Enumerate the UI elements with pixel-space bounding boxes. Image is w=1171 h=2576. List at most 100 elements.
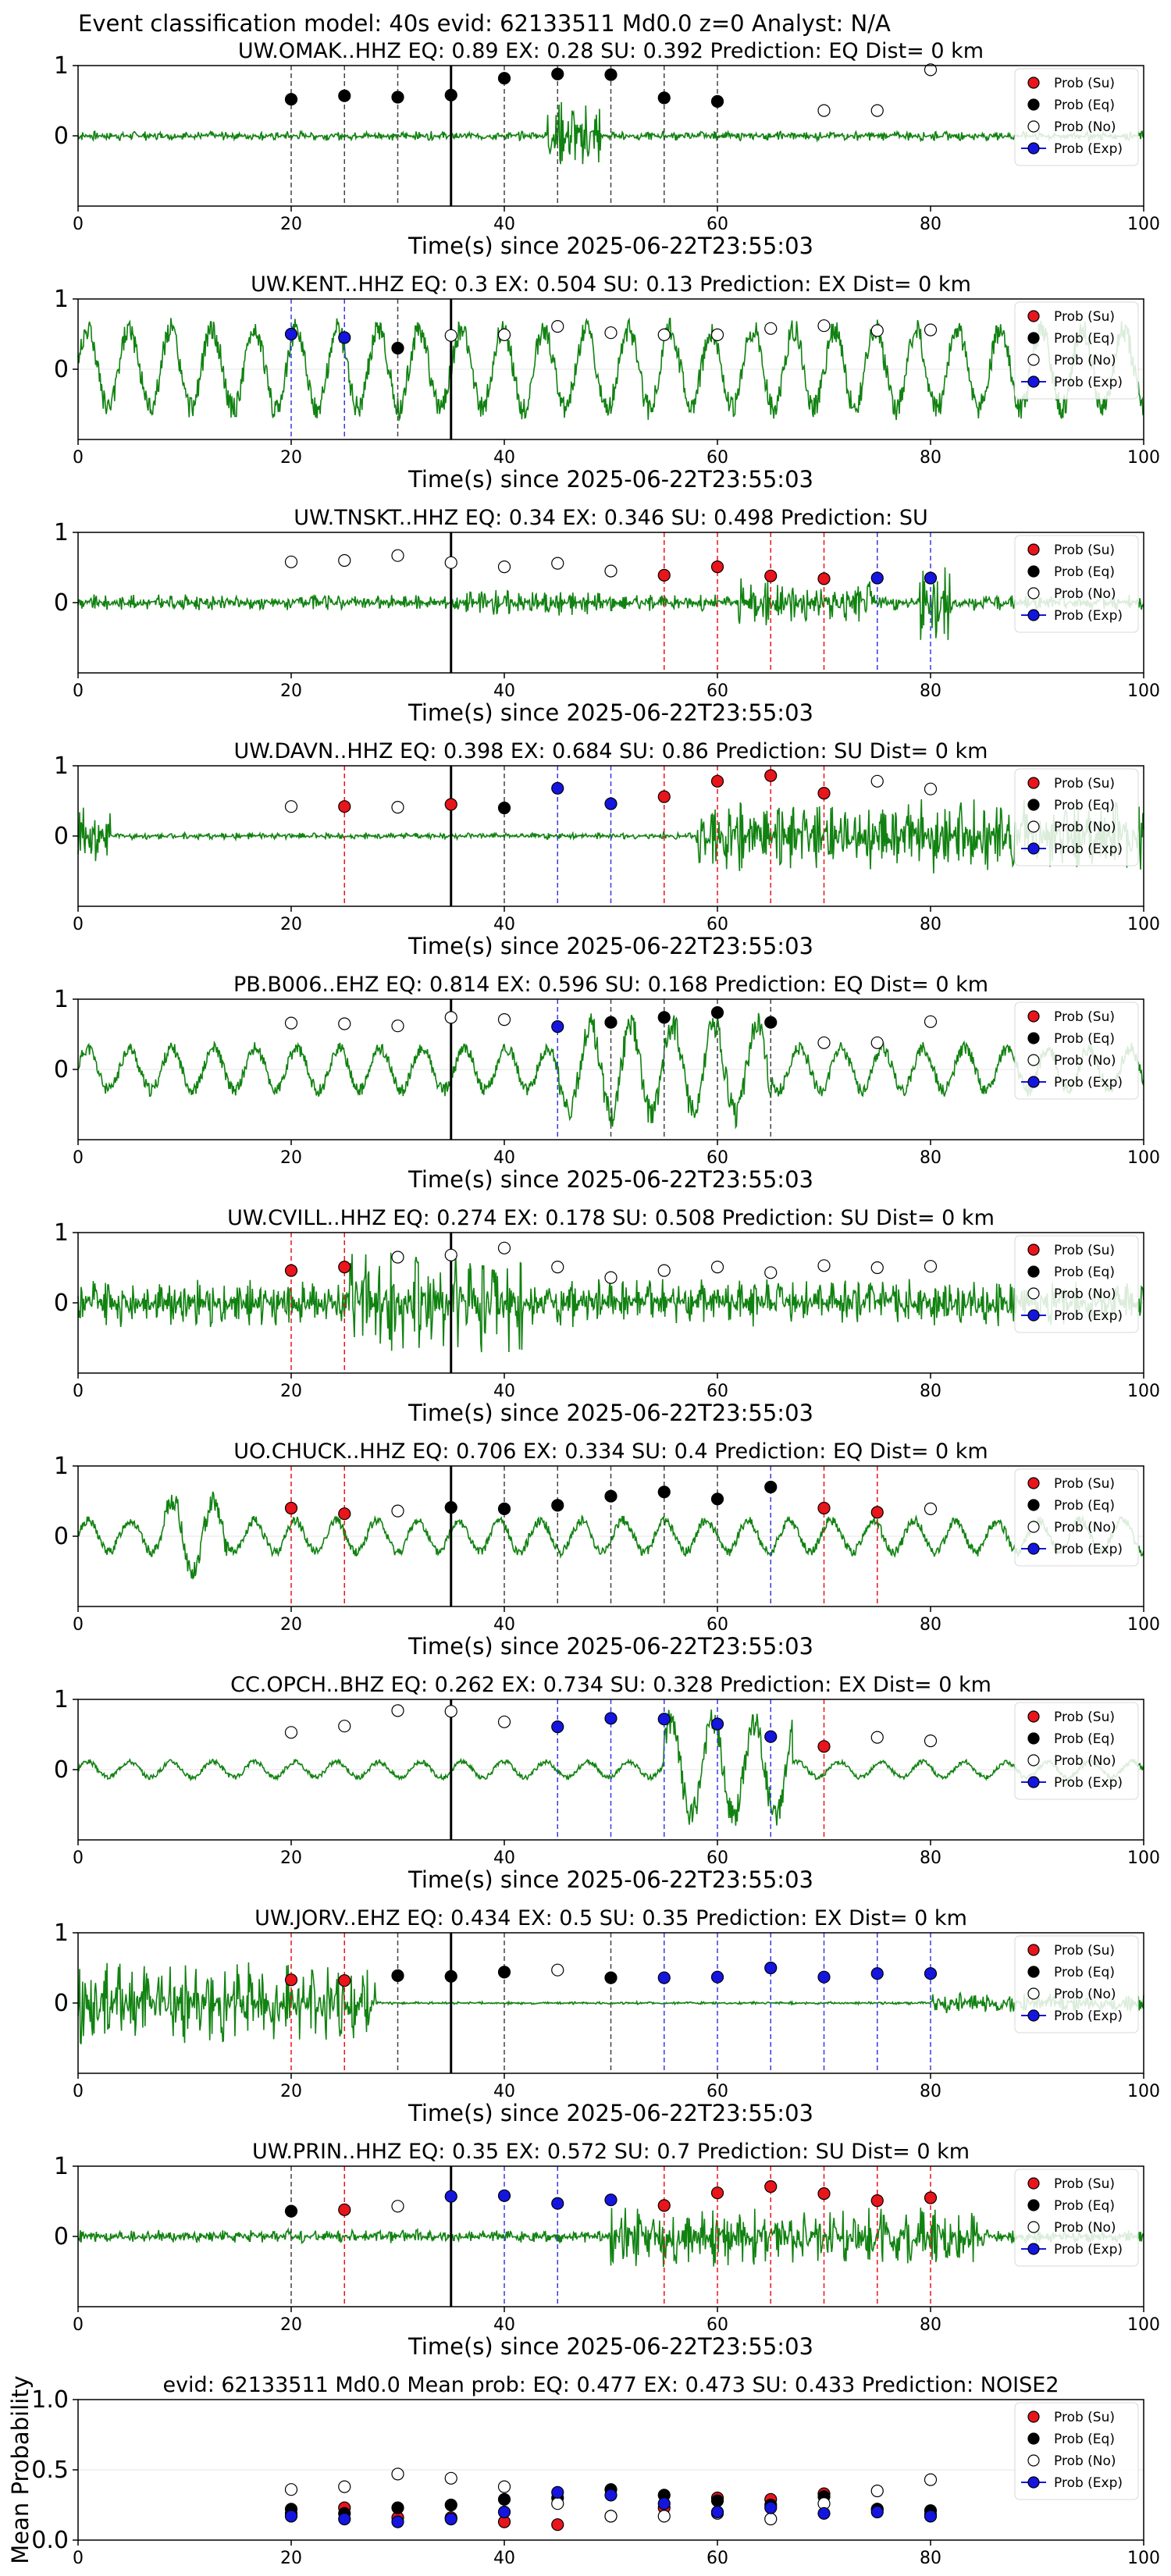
data-point-no bbox=[444, 1011, 457, 1024]
x-tick-label: 0 bbox=[73, 2315, 84, 2335]
x-tick-label: 80 bbox=[920, 215, 941, 234]
data-point-no bbox=[870, 1261, 884, 1275]
data-point-exp bbox=[338, 331, 351, 344]
y-tick-label: 0 bbox=[54, 2223, 69, 2250]
data-point-eq bbox=[710, 94, 724, 108]
data-point-su bbox=[817, 572, 831, 585]
x-tick-label: 20 bbox=[280, 1148, 302, 1168]
x-tick-label: 100 bbox=[1127, 1382, 1160, 1401]
data-point-no bbox=[551, 1963, 564, 1976]
panels-container: UW.OMAK..HHZ EQ: 0.89 EX: 0.28 SU: 0.392… bbox=[7, 39, 1160, 2568]
data-point-eq bbox=[710, 1493, 724, 1506]
legend-box bbox=[1014, 535, 1139, 633]
data-point-no bbox=[497, 1715, 511, 1728]
legend: Prob (Su) Prob (Eq) Prob (No) Prob (Exp) bbox=[1014, 301, 1139, 400]
legend-label: Prob (Exp) bbox=[1054, 1775, 1123, 1791]
data-point-no bbox=[924, 2473, 938, 2486]
legend-label: Prob (No) bbox=[1054, 1053, 1116, 1069]
legend-label: Prob (Exp) bbox=[1054, 2475, 1123, 2491]
legend-box bbox=[1014, 2402, 1139, 2500]
legend-marker-su bbox=[1027, 1710, 1040, 1723]
data-point-no bbox=[391, 1019, 404, 1033]
legend-marker-su bbox=[1027, 2411, 1040, 2423]
data-point-no bbox=[551, 1260, 564, 1274]
data-point-exp bbox=[604, 2194, 618, 2207]
data-point-no bbox=[284, 2483, 298, 2496]
y-tick-label: 0 bbox=[54, 1056, 69, 1083]
data-point-eq bbox=[604, 1971, 618, 1984]
legend-label: Prob (Eq) bbox=[1054, 1731, 1115, 1747]
data-point-exp bbox=[284, 327, 298, 341]
waveform-trace bbox=[77, 1962, 1144, 2044]
y-tick-label: 1 bbox=[54, 986, 69, 1013]
data-point-exp bbox=[710, 1970, 724, 1984]
panel-title: UO.CHUCK..HHZ EQ: 0.706 EX: 0.334 SU: 0.… bbox=[233, 1439, 988, 1464]
x-tick-label: 20 bbox=[280, 2082, 302, 2101]
legend-marker-eq bbox=[1027, 2199, 1040, 2211]
legend-label: Prob (Exp) bbox=[1054, 1308, 1123, 1324]
data-point-no bbox=[444, 556, 457, 569]
legend-marker-no bbox=[1027, 2221, 1040, 2233]
panel-title: UW.DAVN..HHZ EQ: 0.398 EX: 0.684 SU: 0.8… bbox=[234, 739, 988, 763]
legend-marker-exp bbox=[1027, 609, 1040, 621]
data-point-exp bbox=[497, 2189, 511, 2202]
data-point-exp bbox=[764, 2501, 778, 2514]
x-tick-label: 40 bbox=[493, 2082, 515, 2101]
x-tick-label: 100 bbox=[1127, 1148, 1160, 1168]
x-tick-label: 20 bbox=[280, 1615, 302, 1635]
x-axis-label: Time(s) since 2025-06-22T23:55:03 bbox=[408, 466, 813, 493]
legend-label: Prob (No) bbox=[1054, 1753, 1116, 1769]
data-point-su bbox=[657, 2199, 671, 2212]
y-tick-label: 1 bbox=[54, 1686, 69, 1713]
x-tick-label: 80 bbox=[920, 448, 941, 468]
data-point-eq bbox=[497, 801, 511, 815]
data-point-no bbox=[817, 104, 831, 117]
x-tick-label: 100 bbox=[1127, 681, 1160, 701]
data-point-exp bbox=[870, 2505, 884, 2519]
data-point-eq bbox=[551, 67, 564, 80]
panel-title: UW.TNSKT..HHZ EQ: 0.34 EX: 0.346 SU: 0.4… bbox=[294, 506, 928, 530]
x-tick-label: 0 bbox=[73, 448, 84, 468]
x-tick-label: 40 bbox=[493, 215, 515, 234]
x-tick-label: 100 bbox=[1127, 1848, 1160, 1868]
x-tick-label: 0 bbox=[73, 915, 84, 934]
y-tick-label: 0 bbox=[54, 1990, 69, 2017]
legend: Prob (Su) Prob (Eq) Prob (No) Prob (Exp) bbox=[1014, 1002, 1139, 1100]
data-point-no bbox=[391, 2200, 404, 2213]
data-point-su bbox=[338, 1507, 351, 1521]
legend-marker-exp bbox=[1027, 1076, 1040, 1088]
data-point-eq bbox=[391, 2501, 404, 2514]
data-point-su bbox=[284, 1973, 298, 1987]
panel-title: PB.B006..EHZ EQ: 0.814 EX: 0.596 SU: 0.1… bbox=[233, 973, 988, 997]
data-point-su bbox=[284, 1501, 298, 1515]
x-tick-label: 0 bbox=[73, 215, 84, 234]
data-point-eq bbox=[497, 72, 511, 85]
legend-label: Prob (No) bbox=[1054, 2220, 1116, 2236]
data-point-no bbox=[338, 1720, 351, 1733]
legend-box bbox=[1014, 2169, 1139, 2267]
data-point-eq bbox=[444, 1500, 457, 1514]
y-tick-label: 1 bbox=[54, 1920, 69, 1947]
legend-label: Prob (Su) bbox=[1054, 1476, 1115, 1492]
panel-title: UW.CVILL..HHZ EQ: 0.274 EX: 0.178 SU: 0.… bbox=[227, 1206, 995, 1230]
y-tick-label: 1 bbox=[54, 1453, 69, 1480]
y-tick-label: 1 bbox=[54, 519, 69, 546]
data-point-no bbox=[870, 774, 884, 788]
data-point-eq bbox=[604, 68, 618, 81]
data-point-no bbox=[284, 555, 298, 568]
data-point-no bbox=[870, 1731, 884, 1744]
data-point-eq bbox=[604, 1489, 618, 1503]
data-point-su bbox=[764, 569, 778, 582]
legend-marker-su bbox=[1027, 777, 1040, 789]
data-point-no bbox=[924, 1735, 938, 1748]
data-point-su bbox=[338, 1260, 351, 1274]
y-tick-label: 1.0 bbox=[31, 2386, 69, 2414]
panel-8: CC.OPCH..BHZ EQ: 0.262 EX: 0.734 SU: 0.3… bbox=[54, 1673, 1160, 1893]
data-point-exp bbox=[497, 2505, 511, 2519]
legend-label: Prob (No) bbox=[1054, 586, 1116, 602]
x-axis-label: Time(s) since 2025-06-22T23:55:03 bbox=[408, 933, 813, 959]
x-axis-label: Time(s) since 2025-06-22T23:55:03 bbox=[408, 1866, 813, 1893]
legend-box bbox=[1014, 1235, 1139, 1333]
x-tick-label: 0 bbox=[73, 681, 84, 701]
data-point-exp bbox=[551, 2485, 564, 2499]
